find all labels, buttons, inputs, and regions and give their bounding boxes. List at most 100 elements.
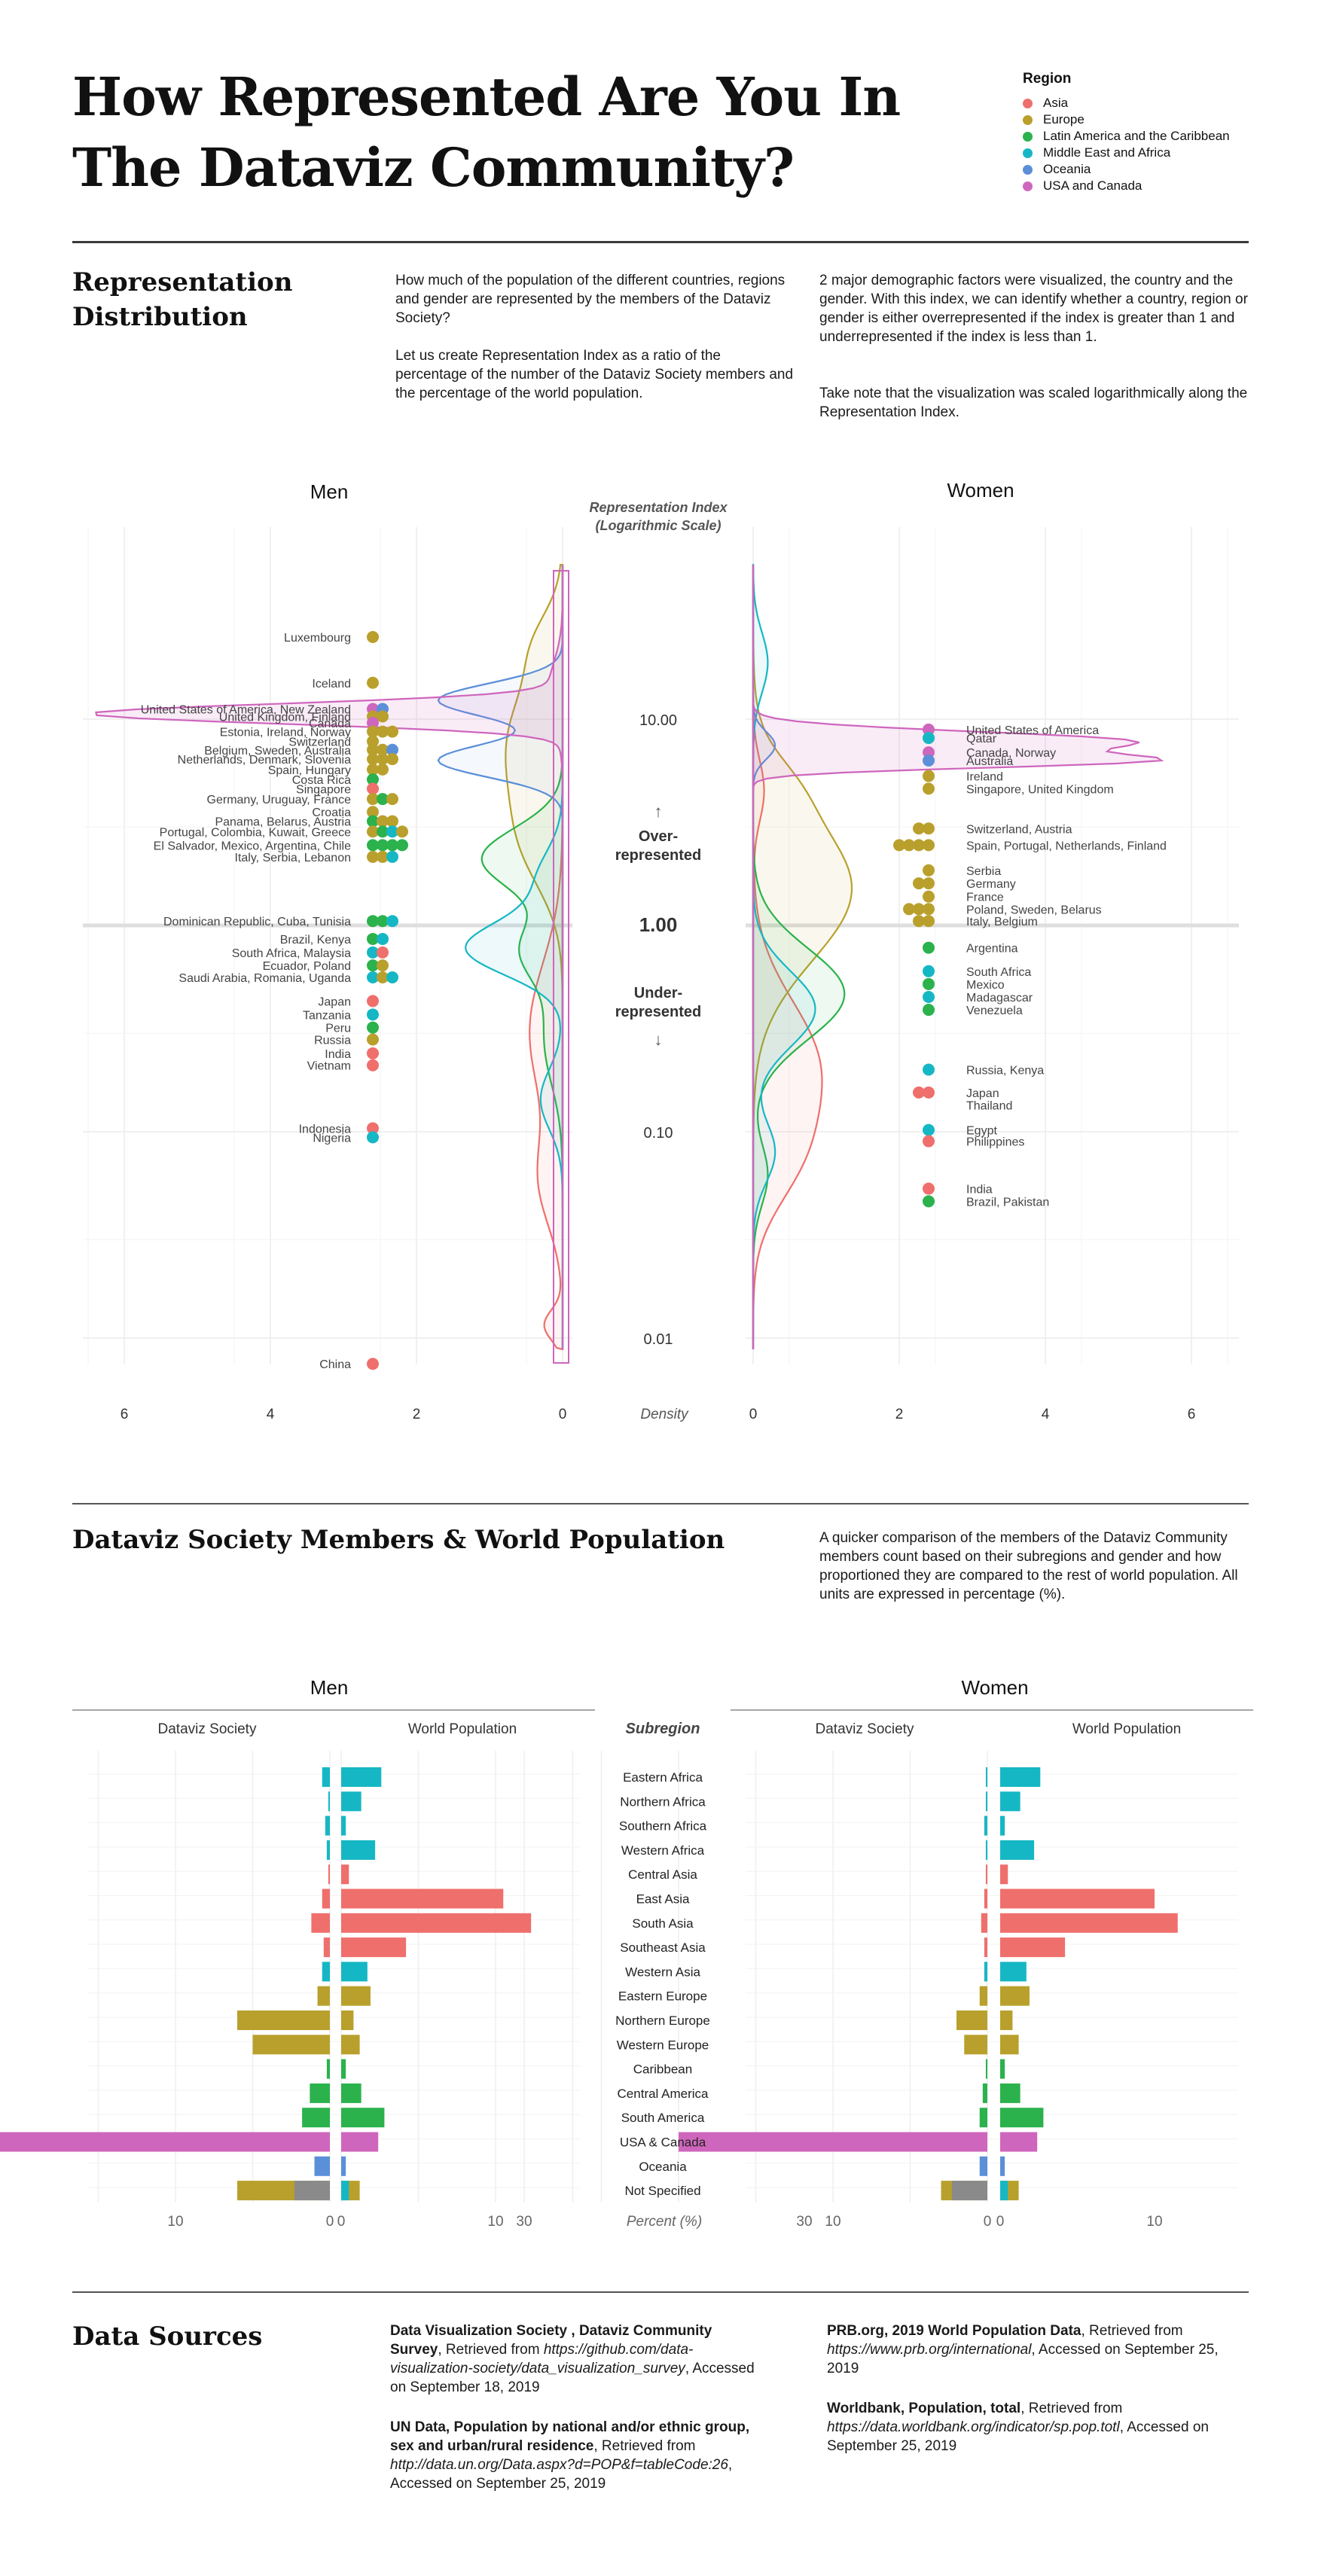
members-paragraph: A quicker comparison of the members of t… <box>819 1530 1238 1602</box>
bar-x-tick-label: 10 <box>167 2214 183 2230</box>
men-country-point <box>377 793 389 806</box>
women-dataviz-bar <box>984 1962 987 1982</box>
men-country-point <box>367 825 379 838</box>
men-country-label: Peru <box>325 1023 351 1035</box>
women-country-point <box>923 877 935 890</box>
women-country-point <box>923 822 935 835</box>
men-country-label: South Africa, Malaysia <box>232 947 351 960</box>
men-country-point <box>367 782 379 795</box>
men-country-point <box>377 743 389 756</box>
women-country-point <box>923 754 935 767</box>
men-world-bar <box>341 1815 346 1836</box>
source-link[interactable]: https://www.prb.org/international <box>827 2342 1032 2358</box>
women-country-point <box>893 839 905 852</box>
women-country-label: Thailand <box>966 1099 1012 1112</box>
page-title: How Represented Are You In The Dataviz C… <box>72 62 938 203</box>
men-world-bar <box>341 1889 504 1909</box>
men-country-label: Russia <box>314 1034 351 1047</box>
bar-x-tick-label: 0 <box>326 2214 334 2230</box>
men-country-point <box>367 1059 379 1072</box>
world-population-label: World Population <box>1072 1721 1181 1737</box>
men-country-point <box>367 850 379 863</box>
legend-title: Region <box>1023 71 1072 87</box>
men-country-point <box>367 793 379 806</box>
legend-label: Europe <box>1043 112 1085 127</box>
women-world-bar <box>1000 1986 1030 2006</box>
men-country-point <box>367 1033 379 1046</box>
source-link[interactable]: http://data.un.org/Data.aspx?d=POP&f=tab… <box>390 2457 728 2473</box>
axis-title-line-2: (Logarithmic Scale) <box>595 518 721 533</box>
legend-item: Latin America and the Caribbean <box>1023 128 1230 145</box>
men-country-label: Ecuador, Poland <box>263 960 351 973</box>
women-country-label: Japan <box>966 1087 999 1100</box>
women-country-point <box>923 915 935 928</box>
women-dataviz-bar <box>964 2035 987 2055</box>
women-x-tick-label: 2 <box>895 1407 904 1422</box>
subregion-label: Oceania <box>639 2160 687 2174</box>
men-country-label: Germany, Uruguay, France <box>207 794 352 806</box>
men-x-tick-label: 6 <box>121 1407 129 1422</box>
men-country-point <box>367 763 379 776</box>
bar-x-tick-label: 10 <box>1146 2214 1162 2230</box>
men-dataviz-bar <box>328 1864 330 1885</box>
men-country-point <box>377 763 389 776</box>
women-density-middle-east-africa <box>752 563 816 1349</box>
sources-column-right: PRB.org, 2019 World Population Data, Ret… <box>827 2321 1234 2477</box>
women-dataviz-bar <box>985 1840 987 1860</box>
chart2-text: Men Dataviz Society World Population 30 30 10… <box>158 1676 1182 2230</box>
legend-swatch <box>1023 131 1033 142</box>
men-country-point <box>367 716 379 729</box>
women-world-bar <box>1000 2059 1005 2079</box>
subregion-label: Northern Europe <box>615 2014 710 2028</box>
women-country-point <box>903 839 915 852</box>
men-country-label: El Salvador, Mexico, Argentina, Chile <box>154 840 351 852</box>
intro-paragraph-3: 2 major demographic factors were visuali… <box>819 273 1248 345</box>
source-link[interactable]: https://github.com/data-visualization-so… <box>390 2342 694 2376</box>
women-country-label: Switzerland, Austria <box>966 823 1072 836</box>
women-country-point <box>923 1086 935 1099</box>
men-country-label: Luxembourg <box>284 632 351 645</box>
women-country-point <box>923 890 935 903</box>
subregion-label: Southern Africa <box>619 1819 707 1834</box>
divider-middle <box>72 1503 1249 1504</box>
men-country-point <box>386 725 398 738</box>
men-country-label: Japan <box>318 995 351 1008</box>
legend-item: USA and Canada <box>1023 178 1230 194</box>
women-dataviz-bar <box>979 2156 987 2176</box>
subregion-header: Subregion <box>626 1721 700 1737</box>
subregion-label: Eastern Europe <box>618 1989 707 2004</box>
y-tick-label: 0.10 <box>644 1125 673 1142</box>
women-country-label: Mexico <box>966 979 1005 992</box>
subregion-label: South America <box>621 2111 705 2125</box>
subregion-label: Southeast Asia <box>620 1940 706 1955</box>
men-dataviz-bar <box>323 1937 330 1958</box>
women-dataviz-bar <box>981 1913 987 1933</box>
women-country-label: Ireland <box>966 771 1003 784</box>
men-country-point <box>377 725 389 738</box>
chart1-points <box>367 630 935 1370</box>
men-country-point <box>386 850 398 863</box>
source-link[interactable]: https://data.worldbank.org/indicator/sp.… <box>827 2419 1120 2435</box>
women-country-label: Argentina <box>966 943 1018 956</box>
axis-title-line-1: Representation Index <box>589 500 728 515</box>
women-world-bar <box>1000 1913 1178 1933</box>
chart1-density-curves <box>95 563 1164 1364</box>
women-country-point <box>923 1195 935 1208</box>
men-country-point <box>386 971 398 983</box>
legend-swatch <box>1023 181 1033 191</box>
axis-title: Representation Index (Logarithmic Scale) <box>589 500 728 533</box>
men-country-label: Panama, Belarus, Austria <box>215 816 351 829</box>
men-country-point <box>367 971 379 983</box>
women-dataviz-bar <box>985 1767 987 1787</box>
women-country-label: Singapore, United Kingdom <box>966 783 1114 796</box>
men-world-bar <box>341 1962 368 1982</box>
men-country-point <box>377 825 389 838</box>
women-world-bar <box>1000 2156 1005 2176</box>
men-world-bar <box>341 2108 385 2128</box>
women-world-bar <box>1000 2108 1044 2128</box>
men-not-specified-grey <box>294 2181 330 2201</box>
women-x-tick-label: 6 <box>1188 1407 1196 1422</box>
men-dataviz-bar <box>322 1962 330 1982</box>
women-dataviz-bar <box>979 1986 987 2006</box>
